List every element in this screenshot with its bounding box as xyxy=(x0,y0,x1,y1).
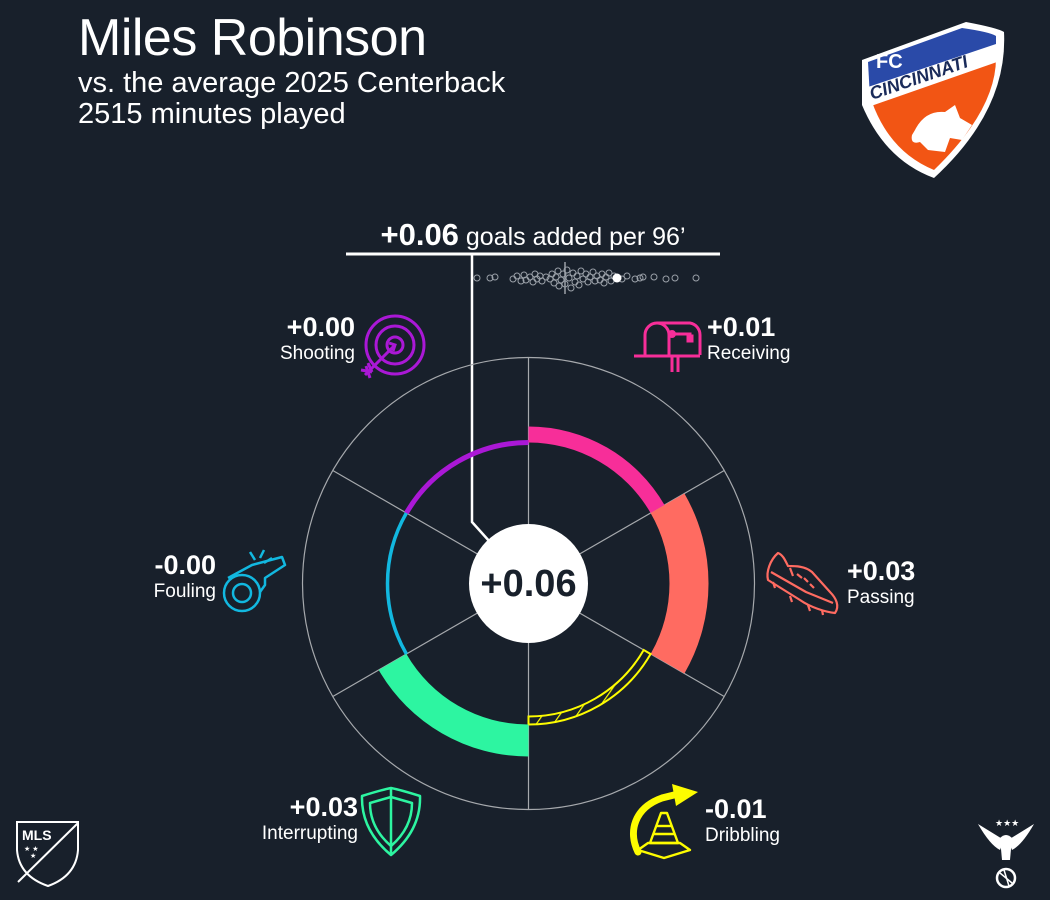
stat-fouling: -0.00 Fouling xyxy=(110,550,216,604)
mls-logo: MLS ★ ★ ★ xyxy=(16,821,79,888)
soccer-cleat-icon xyxy=(766,551,839,616)
stat-shooting: +0.00 Shooting xyxy=(250,312,355,366)
dribbling-value: -0.01 xyxy=(705,794,767,824)
shield-icon xyxy=(360,786,422,857)
whistle-icon xyxy=(222,549,287,613)
shooting-bar xyxy=(404,440,529,515)
headline-value: +0.06 xyxy=(380,217,459,252)
passing-label: Passing xyxy=(847,587,915,608)
comparison-text: vs. the average 2025 Centerback xyxy=(78,67,506,99)
shooting-value: +0.00 xyxy=(286,312,355,342)
stat-dribbling: -0.01 Dribbling xyxy=(705,794,825,848)
target-arrow-icon xyxy=(360,314,426,379)
interrupting-bar xyxy=(378,654,529,757)
eagle-crest-logo: ★★★ xyxy=(978,818,1034,889)
receiving-label: Receiving xyxy=(707,343,791,364)
svg-text:FC: FC xyxy=(876,51,903,73)
interrupting-value: +0.03 xyxy=(289,792,358,822)
fouling-value: -0.00 xyxy=(154,550,216,580)
receiving-value: +0.01 xyxy=(707,312,776,342)
svg-text:MLS: MLS xyxy=(22,827,52,843)
leader-line xyxy=(470,254,491,543)
dribbling-label: Dribbling xyxy=(705,825,780,846)
headline-label: goals added per 96’ xyxy=(465,223,686,251)
dribbling-bar xyxy=(527,648,652,726)
subtitle: vs. the average 2025 Centerback 2515 min… xyxy=(78,68,505,130)
fouling-bar xyxy=(385,512,408,655)
fouling-label: Fouling xyxy=(153,581,216,602)
passing-bar xyxy=(650,493,709,674)
stat-passing: +0.03 Passing xyxy=(847,556,967,610)
center-total-value: +0.06 xyxy=(480,563,577,605)
traffic-cone-arrow-icon xyxy=(630,784,698,860)
mailbox-icon xyxy=(634,321,702,372)
shooting-label: Shooting xyxy=(279,343,355,364)
beeswarm-distribution xyxy=(473,266,700,292)
passing-value: +0.03 xyxy=(847,556,916,586)
svg-text:★ ★: ★ ★ xyxy=(24,845,39,853)
goals-added-headline: +0.06 goals added per 96’ xyxy=(346,218,720,254)
center-total-circle xyxy=(469,524,588,643)
player-name: Miles Robinson xyxy=(78,9,427,67)
player-marker xyxy=(612,273,622,283)
fc-cincinnati-logo: FC CINCINNATI xyxy=(862,22,1005,178)
svg-text:★: ★ xyxy=(30,852,36,860)
minutes-played: 2515 minutes played xyxy=(78,98,346,130)
stat-interrupting: +0.03 Interrupting xyxy=(230,792,358,846)
svg-text:★★★: ★★★ xyxy=(995,818,1019,828)
interrupting-label: Interrupting xyxy=(261,823,358,844)
receiving-bar xyxy=(528,426,665,513)
stat-receiving: +0.01 Receiving xyxy=(707,312,827,366)
